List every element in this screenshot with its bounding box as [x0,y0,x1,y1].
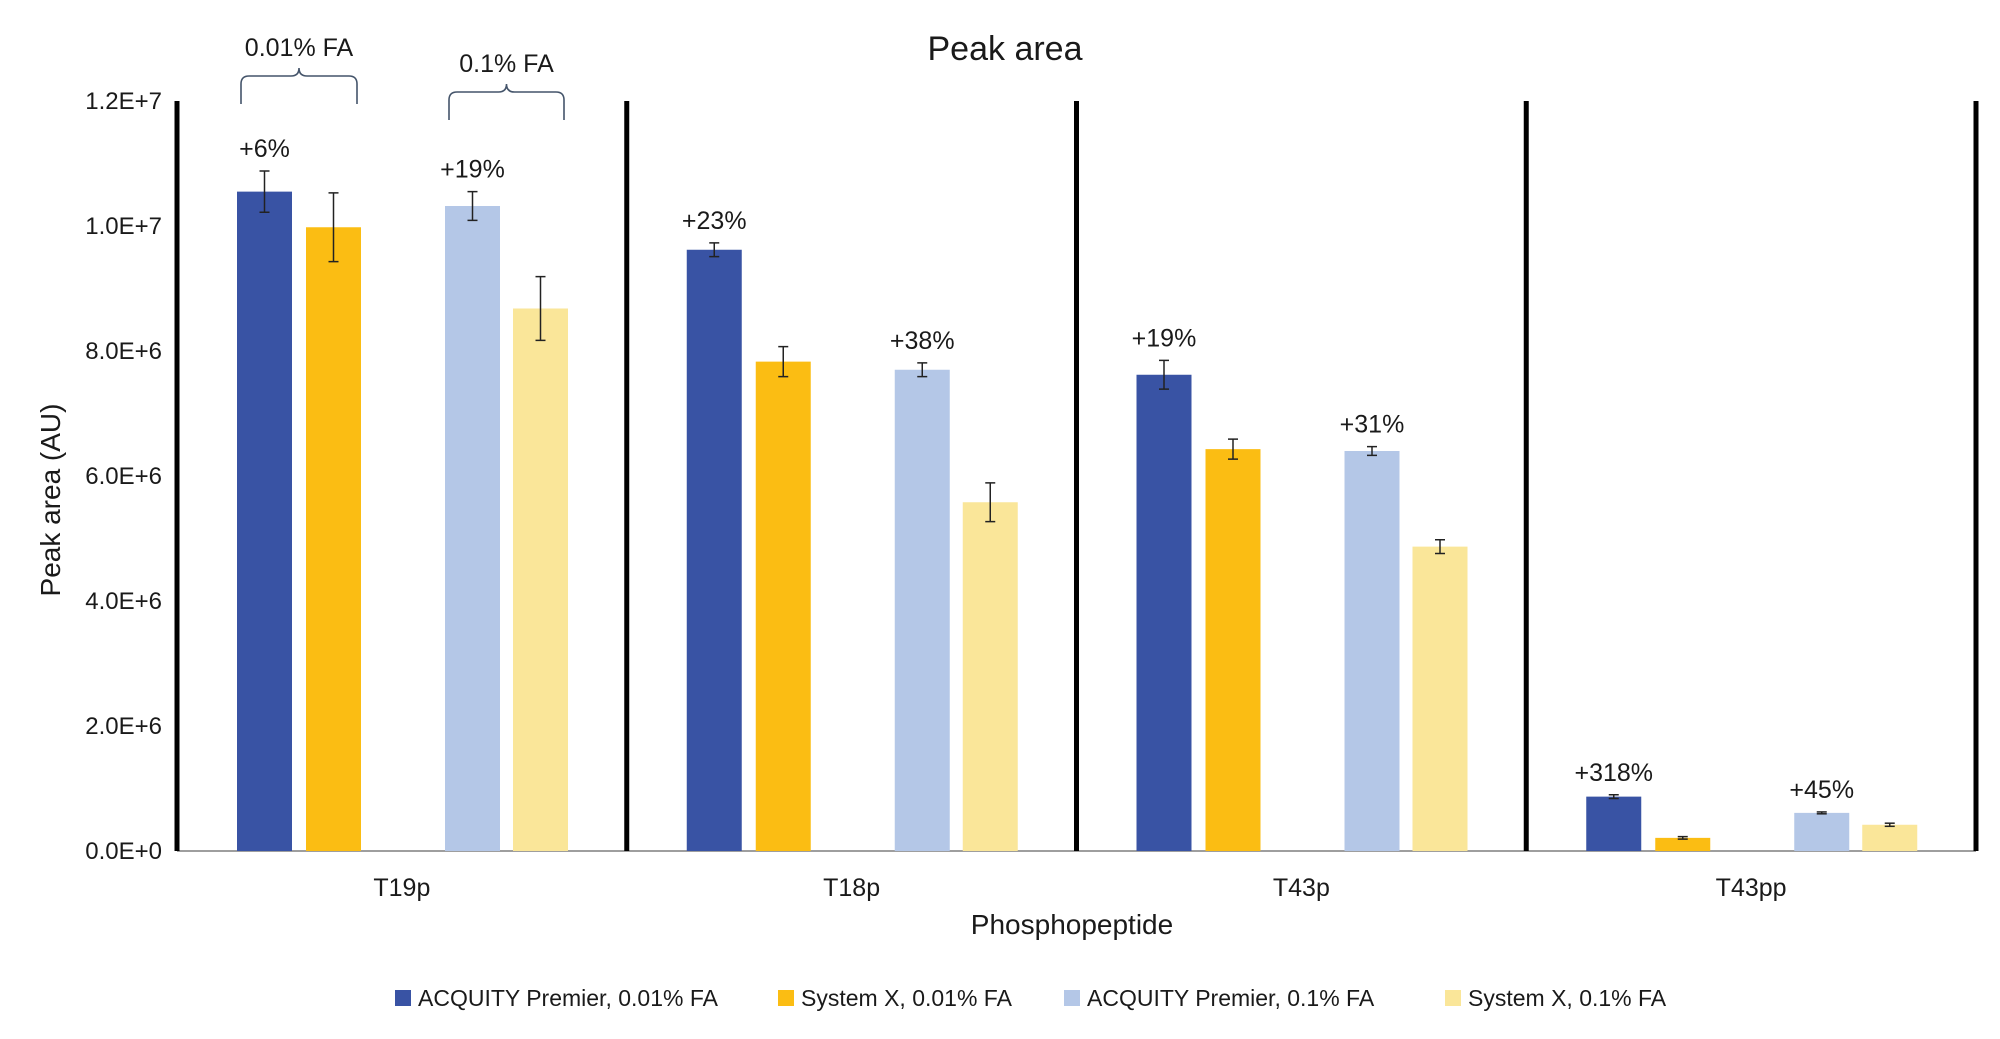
percent-annotation: +6% [239,135,290,163]
percent-annotation: +318% [1574,759,1653,787]
y-tick-label: 1.2E+7 [85,88,162,115]
percent-annotation: +45% [1789,776,1854,804]
percent-annotation: +38% [890,327,955,355]
bar [1586,796,1642,851]
bar [1794,812,1850,851]
bar [894,369,950,851]
y-tick-label: 6.0E+6 [85,463,162,490]
y-axis-label: Peak area (AU) [35,404,66,597]
category-label: T18p [823,874,880,902]
percent-annotation: +19% [440,156,505,184]
bracket-label: 0.1% FA [459,50,554,78]
percent-annotation: +19% [1132,324,1197,352]
y-tick-label: 1.0E+7 [85,213,162,240]
category-label: T43p [1273,874,1330,902]
percent-annotation: +23% [682,207,747,235]
legend-swatch [395,990,411,1006]
y-tick-label: 0.0E+0 [85,838,162,865]
bar [306,227,361,851]
bar [513,308,568,851]
percent-annotation: +31% [1340,411,1405,439]
bar [1655,837,1711,851]
plot-area: 0.0E+0 2.0E+6 4.0E+6 6.0E+6 8.0E+6 1.0E+7 1.2E… [85,34,1979,902]
legend-label: ACQUITY Premier, 0.1% FA [1087,985,1375,1011]
legend: ACQUITY Premier, 0.01% FA System X, 0.01%… [395,985,1667,1011]
y-tick-label: 4.0E+6 [85,588,162,615]
legend-label: System X, 0.1% FA [1468,985,1667,1011]
legend-swatch [778,990,794,1006]
bar [1344,451,1400,851]
legend-swatch [1064,990,1080,1006]
chart-title: Peak area [928,30,1083,68]
legend-label: ACQUITY Premier, 0.01% FA [418,985,719,1011]
y-tick-label: 2.0E+6 [85,713,162,740]
legend-label: System X, 0.01% FA [801,985,1013,1011]
bar [1205,449,1261,851]
bar [1136,374,1192,851]
bar [237,191,292,851]
category-label: T19p [373,874,430,902]
legend-swatch [1445,990,1461,1006]
bar [962,502,1018,851]
bar [686,249,742,851]
category-label: T43pp [1716,874,1787,902]
y-tick-label: 8.0E+6 [85,338,162,365]
bar [1862,824,1918,851]
pair-bracket [448,83,565,120]
bracket-label: 0.01% FA [245,34,354,62]
bar [445,206,500,851]
x-axis-label: Phosphopeptide [971,909,1173,940]
bar [755,361,811,851]
bar [1412,546,1468,851]
pair-bracket [240,67,358,104]
